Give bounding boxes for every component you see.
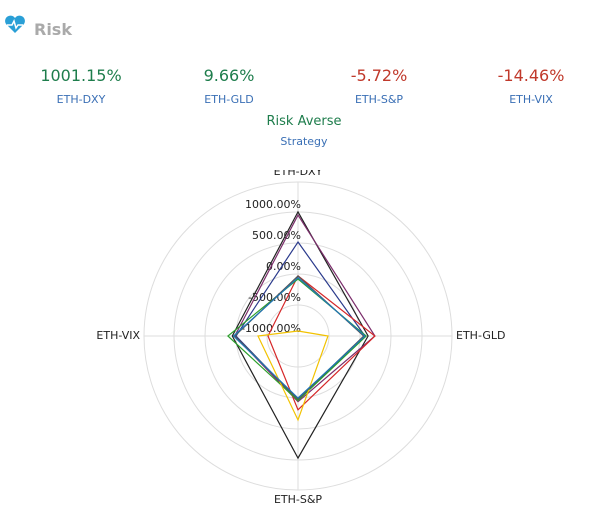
- stat: 9.66% ETH-GLD: [154, 66, 304, 106]
- stat-value: -14.46%: [497, 66, 565, 85]
- series-line: [232, 276, 366, 399]
- radar-chart: ETH-DXY ETH-GLD ETH-S&P ETH-VIX 1000.00% 500.…: [96, 170, 505, 506]
- stat-value: 9.66%: [203, 66, 255, 85]
- stat: -14.46% ETH-VIX: [456, 66, 592, 106]
- axis-label: ETH-DXY: [274, 170, 323, 178]
- axis-label: ETH-VIX: [96, 329, 140, 342]
- section-title: Risk: [34, 20, 72, 39]
- strategy-label: Strategy: [280, 135, 328, 148]
- series-line: [231, 210, 369, 460]
- stat-label: ETH-VIX: [509, 93, 553, 106]
- strategy: Risk Averse Strategy: [229, 114, 379, 148]
- heart-icon: [5, 15, 25, 33]
- axis-label: ETH-S&P: [274, 493, 322, 506]
- series-line: [257, 330, 329, 422]
- series-line: [267, 274, 376, 411]
- stat-value: 1001.15%: [40, 66, 122, 85]
- r-tick-label: -1000.00%: [241, 322, 301, 335]
- r-tick-label: 0.00%: [266, 260, 301, 273]
- axis-label: ETH-GLD: [456, 329, 505, 342]
- stat-label: ETH-DXY: [56, 93, 106, 106]
- stat-value: -5.72%: [350, 66, 408, 85]
- series-line: [234, 213, 376, 403]
- stat: -5.72% ETH-S&P: [304, 66, 454, 106]
- r-tick-label: 500.00%: [252, 229, 301, 242]
- stat: 1001.15% ETH-DXY: [6, 66, 156, 106]
- strategy-value: Risk Averse: [266, 114, 342, 129]
- r-tick-label: 1000.00%: [245, 198, 301, 211]
- stat-label: ETH-GLD: [204, 93, 254, 106]
- stat-label: ETH-S&P: [354, 93, 404, 106]
